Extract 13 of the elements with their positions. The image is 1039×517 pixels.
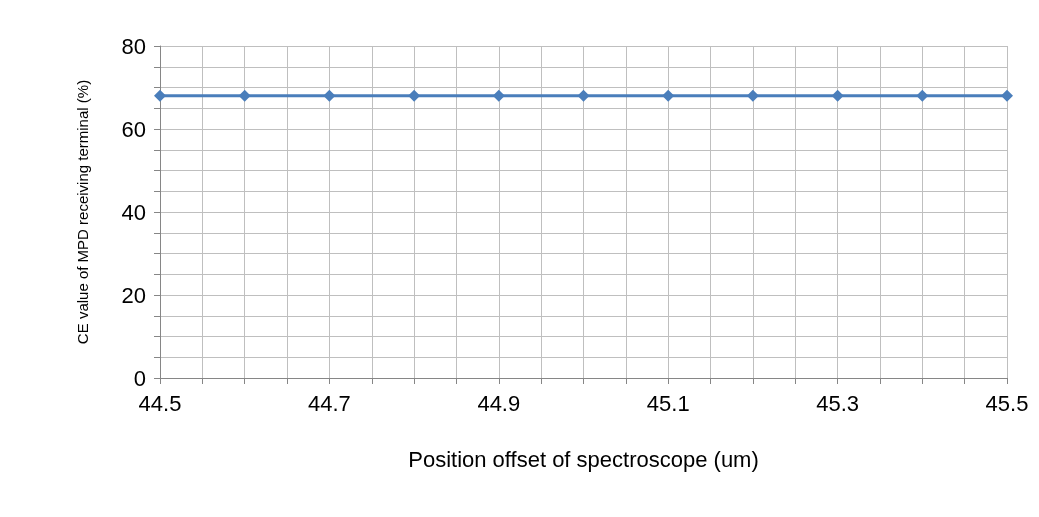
y-axis-title: CE value of MPD receiving terminal (%) [74,79,91,345]
y-tick-label: 60 [121,116,146,142]
x-tick-label: 44.9 [477,390,521,416]
x-tick-label: 44.7 [307,390,351,416]
y-tick-label: 80 [121,33,146,59]
x-axis-title: Position offset of spectroscope (um) [408,446,759,472]
y-tick-label: 0 [133,365,146,391]
y-tick-label: 20 [121,282,146,308]
x-tick-label: 45.3 [816,390,860,416]
x-tick-label: 45.1 [646,390,690,416]
x-tick-label: 45.5 [985,390,1029,416]
x-tick-label: 44.5 [138,390,182,416]
y-tick-label: 40 [121,199,146,225]
